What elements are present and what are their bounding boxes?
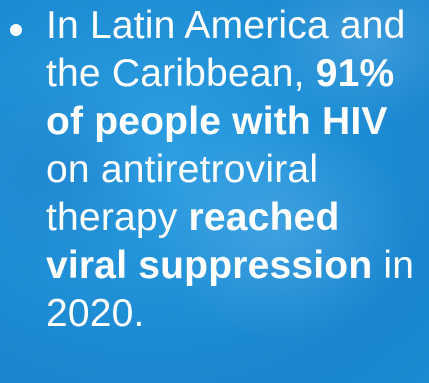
text-segment: in 2020. bbox=[46, 244, 415, 335]
bold-text-segment: 91% of people with HIV bbox=[46, 52, 395, 143]
bullet-dot-icon bbox=[10, 24, 22, 36]
text-segment: on antiretroviral therapy bbox=[46, 148, 319, 239]
bullet-text: In Latin America and the Caribbean, 91% … bbox=[46, 2, 426, 338]
bold-text-segment: reached viral suppression bbox=[46, 196, 373, 287]
text-segment: In Latin America and the Caribbean, bbox=[46, 4, 406, 95]
